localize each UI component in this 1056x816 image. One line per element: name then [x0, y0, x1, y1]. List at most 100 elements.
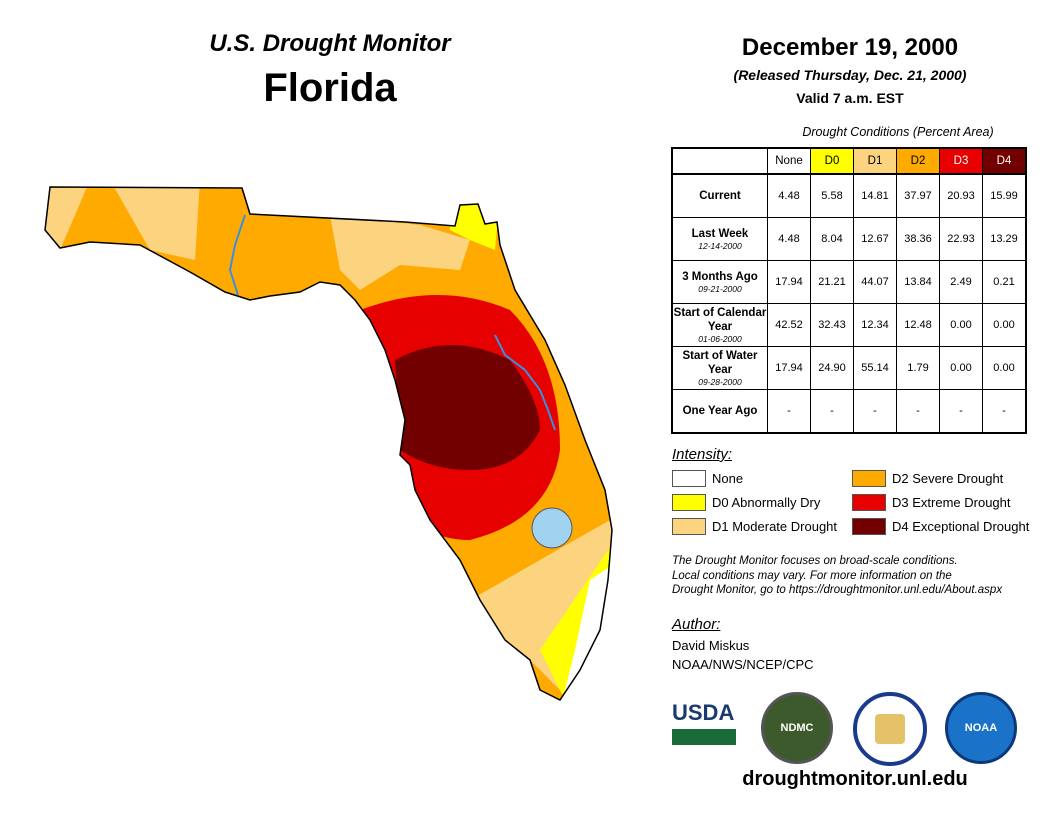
commerce-seal-logo: [853, 692, 927, 766]
table-caption: Drought Conditions (Percent Area): [802, 125, 994, 139]
table-header-row: None D0 D1 D2 D3 D4: [672, 147, 1027, 175]
table-cell: 4.48: [767, 173, 811, 218]
table-cell: 17.94: [767, 260, 811, 304]
table-row: Current 4.48 5.58 14.81 37.97 20.93 15.99: [671, 173, 1027, 218]
row-label-text: Last Week: [691, 228, 749, 240]
apalachicola-river: [228, 214, 246, 296]
note-line[interactable]: Drought Monitor, go to https://droughtmo…: [672, 584, 1003, 596]
table-cell: 8.04: [810, 217, 854, 261]
table-cell: 37.97: [896, 173, 940, 218]
row-date: 12-14-2000: [698, 241, 742, 251]
table-cell: -: [939, 389, 983, 434]
note-line: Local conditions may vary. For more info…: [672, 569, 952, 582]
row-label-text: One Year Ago: [682, 405, 758, 417]
florida-drought-map: [44, 186, 613, 701]
drought-conditions-table: None D0 D1 D2 D3 D4 Current 4.48 5.58 14.81…: [671, 147, 1027, 434]
row-label-text: 3 Months Ago: [682, 271, 758, 283]
state-name: Florida: [263, 66, 397, 110]
legend-label: D4 Exceptional Drought: [892, 519, 1030, 534]
legend-label: D0 Abnormally Dry: [712, 495, 821, 510]
table-cell: 55.14: [853, 346, 897, 390]
table-cell: 0.00: [982, 346, 1027, 390]
header-d3: D3: [939, 147, 983, 175]
table-cell: 0.21: [982, 260, 1027, 304]
noaa-logo: NOAA: [945, 692, 1017, 764]
legend-item: D0 Abnormally Dry: [672, 494, 820, 511]
table-cell: 24.90: [810, 346, 854, 390]
table-cell: 12.48: [896, 303, 940, 347]
row-label: Last Week 12-14-2000: [671, 217, 768, 261]
table-cell: 44.07: [853, 260, 897, 304]
legend-label: D3 Extreme Drought: [892, 495, 1011, 510]
d4-area: [395, 345, 540, 470]
st-johns-river: [494, 334, 556, 431]
row-label-text: Start of Calendar Year: [673, 307, 767, 333]
table-cell: 4.48: [767, 217, 811, 261]
legend-item: D1 Moderate Drought: [672, 518, 837, 535]
table-cell: 12.67: [853, 217, 897, 261]
table-cell: 14.81: [853, 173, 897, 218]
legend-swatch: [672, 494, 706, 511]
table-row: Start of Water Year 09-28-2000 17.94 24.90 5…: [671, 346, 1027, 390]
table-cell: 22.93: [939, 217, 983, 261]
legend-label: None: [712, 471, 744, 486]
valid-time: Valid 7 a.m. EST: [796, 90, 904, 106]
ndmc-logo: NDMC: [761, 692, 833, 764]
author-org: NOAA/NWS/NCEP/CPC: [672, 657, 814, 672]
table-cell: -: [810, 389, 854, 434]
table-cell: 32.43: [810, 303, 854, 347]
row-label: One Year Ago: [671, 389, 768, 434]
table-cell: 42.52: [767, 303, 811, 347]
table-cell: -: [767, 389, 811, 434]
website-link[interactable]: droughtmonitor.unl.edu: [742, 768, 968, 790]
table-cell: 20.93: [939, 173, 983, 218]
legend-title: Intensity:: [672, 446, 733, 463]
usda-logo: USDA: [672, 700, 736, 748]
map-date: December 19, 2000: [741, 34, 959, 61]
row-label: Current: [671, 173, 768, 218]
row-date: 09-21-2000: [698, 284, 742, 294]
legend-item: D2 Severe Drought: [852, 470, 1003, 487]
release-date: (Released Thursday, Dec. 21, 2000): [733, 67, 967, 83]
table-cell: 1.79: [896, 346, 940, 390]
table-cell: 0.00: [939, 346, 983, 390]
table-cell: 2.49: [939, 260, 983, 304]
header-d0: D0: [810, 147, 854, 175]
table-cell: -: [896, 389, 940, 434]
table-cell: 17.94: [767, 346, 811, 390]
legend-label: D1 Moderate Drought: [712, 519, 838, 534]
lake-okeechobee: [531, 507, 573, 549]
row-date: 09-28-2000: [698, 377, 742, 387]
header-d2: D2: [896, 147, 940, 175]
note-line: The Drought Monitor focuses on broad-sca…: [672, 555, 958, 567]
table-row: Last Week 12-14-2000 4.48 8.04 12.67 38.36 22.…: [671, 217, 1027, 261]
row-label-text: Start of Water Year: [682, 350, 758, 376]
disclaimer-note: The Drought Monitor focuses on broad-sca…: [672, 554, 1052, 598]
row-label-text: Current: [699, 190, 741, 202]
row-label: 3 Months Ago 09-21-2000: [671, 260, 768, 304]
d1-area: [45, 187, 470, 290]
table-cell: 13.84: [896, 260, 940, 304]
table-row: One Year Ago - - - - - -: [671, 389, 1027, 434]
legend-swatch: [852, 518, 886, 535]
header-none: None: [767, 147, 811, 175]
legend-item: None: [672, 470, 743, 487]
table-cell: -: [853, 389, 897, 434]
legend-label: D2 Severe Drought: [892, 471, 1004, 486]
legend-swatch: [852, 494, 886, 511]
author-name: David Miskus: [672, 638, 750, 653]
header-d4: D4: [982, 147, 1027, 175]
legend-item: D3 Extreme Drought: [852, 494, 1011, 511]
table-row: Start of Calendar Year 01-06-2000 42.52 32.…: [671, 303, 1027, 347]
row-date: 01-06-2000: [698, 334, 742, 344]
legend-swatch: [852, 470, 886, 487]
table-cell: 21.21: [810, 260, 854, 304]
table-cell: 13.29: [982, 217, 1027, 261]
table-cell: 12.34: [853, 303, 897, 347]
row-label: Start of Calendar Year 01-06-2000: [671, 303, 768, 347]
table-cell: 38.36: [896, 217, 940, 261]
d2-area: [45, 187, 612, 700]
table-cell: -: [982, 389, 1027, 434]
table-cell: 0.00: [982, 303, 1027, 347]
table-cell: 15.99: [982, 173, 1027, 218]
